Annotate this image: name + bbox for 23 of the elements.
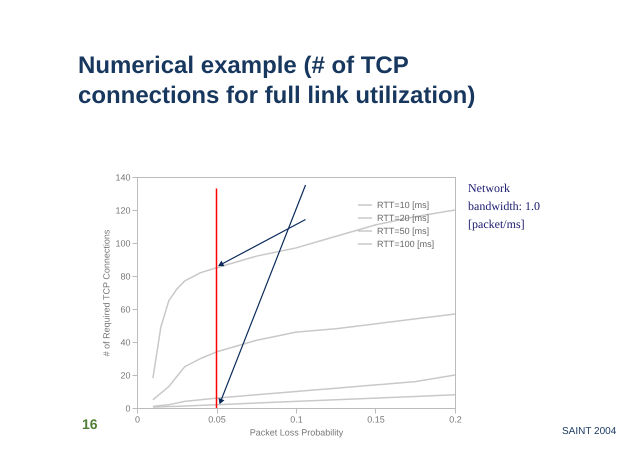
x-tick-label: 0.15 [367,414,385,424]
legend-label: RTT=20 [ms] [377,213,430,223]
x-tick-label: 0.2 [449,414,462,424]
y-tick-label: 100 [115,238,130,248]
y-tick-label: 120 [115,206,130,216]
x-axis-title: Packet Loss Probability [250,428,344,438]
y-axis-title: # of Required TCP Connections [101,229,112,356]
legend-label: RTT=100 [ms] [377,239,434,249]
x-tick-label: 0.05 [208,414,226,424]
x-tick-label: 0 [134,414,140,424]
legend-label: RTT=50 [ms] [377,226,430,236]
y-tick-label: 140 [115,172,130,182]
text: SAINT 2004 [562,426,617,437]
legend-label: RTT=10 [ms] [377,200,430,210]
text: 16 [82,416,98,432]
text: Network bandwidth: 1.0 [packet/ms] [468,181,540,231]
y-tick-label: 40 [120,338,130,348]
y-tick-label: 0 [125,404,130,414]
y-tick-label: 60 [120,304,130,314]
y-tick-label: 80 [120,272,130,282]
x-tick-label: 0.1 [290,414,303,424]
chart-title: Numerical example (# of TCP connections for full link utilization) [78,52,476,109]
y-tick-label: 20 [120,370,130,380]
